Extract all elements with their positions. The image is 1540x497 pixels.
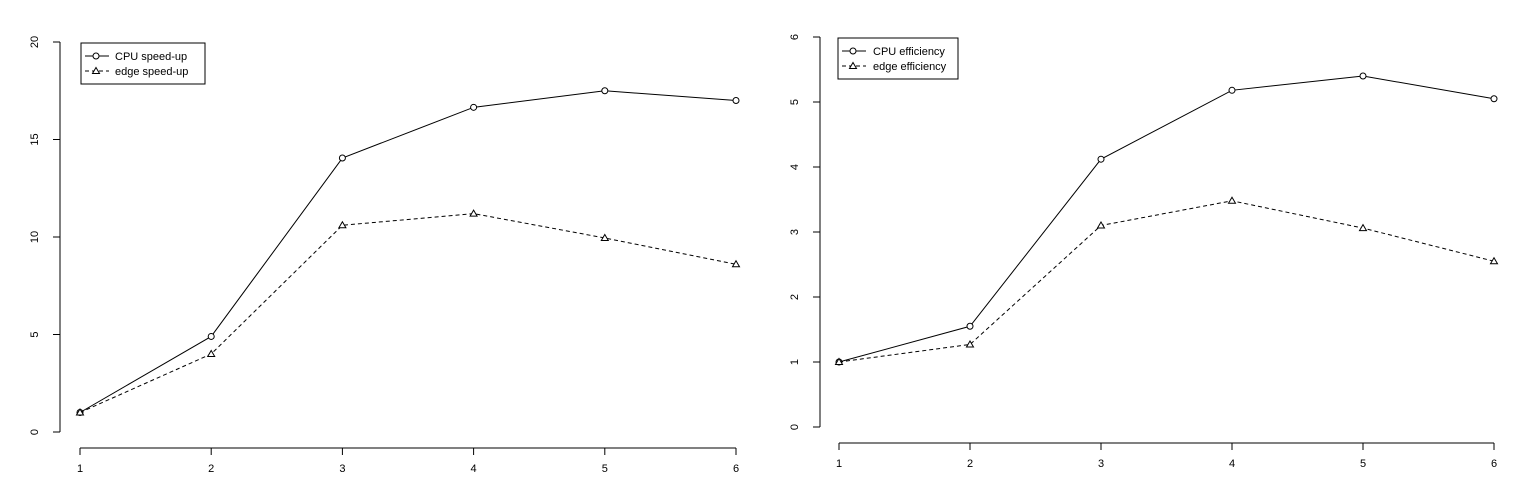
x-axis: 1 2 3 4 5 6	[836, 442, 1497, 470]
x-tick-label: 2	[967, 458, 973, 470]
series-group	[834, 72, 1499, 366]
legend-box	[837, 37, 959, 80]
x-tick-label: 4	[1229, 458, 1235, 470]
x-tick-label: 5	[1360, 458, 1366, 470]
x-tick-label: 5	[602, 463, 608, 475]
data-point-edge-speed-up	[338, 220, 347, 229]
data-point-edge-efficiency	[965, 339, 975, 348]
series-line-edge-efficiency	[838, 200, 1495, 363]
y-tick-label: 0	[29, 429, 41, 435]
efficiency-chart: 0 1 2 3 4 5 6 1 2 3 4 5 6 CPU efficiency edge effic…	[789, 34, 1499, 470]
data-point-edge-efficiency	[834, 357, 844, 365]
legend-box	[80, 42, 206, 85]
y-tick-label: 10	[29, 231, 41, 243]
data-point-edge-speed-up	[75, 408, 85, 416]
data-point-cpu-speed-up	[470, 103, 478, 111]
x-tick-label: 1	[836, 458, 842, 470]
legend-marker-cpu-efficiency	[849, 47, 857, 55]
x-ticks: 1 2 3 4 5 6	[77, 448, 739, 475]
data-point-edge-speed-up	[206, 349, 216, 357]
y-tick-label: 1	[789, 359, 801, 365]
data-point-cpu-speed-up	[207, 332, 215, 340]
y-axis: 0 1 2 3 4 5 6	[789, 34, 821, 430]
data-point-cpu-efficiency	[966, 322, 974, 330]
y-ticks: 0 5 10 15 20	[29, 36, 60, 435]
data-point-cpu-efficiency	[1359, 72, 1367, 80]
x-tick-label: 6	[733, 463, 739, 475]
y-tick-label: 20	[29, 36, 41, 48]
legend-marker-cpu-speed-up	[92, 52, 100, 60]
x-tick-label: 1	[77, 463, 83, 475]
data-point-edge-speed-up	[600, 233, 610, 241]
legend-label-cpu-speed-up: CPU speed-up	[115, 51, 187, 63]
y-ticks: 0 1 2 3 4 5 6	[789, 34, 820, 430]
data-point-edge-efficiency	[1227, 196, 1237, 204]
legend-label-cpu-efficiency: CPU efficiency	[873, 46, 945, 58]
x-tick-label: 3	[1098, 458, 1104, 470]
series-group	[75, 87, 741, 416]
x-axis: 1 2 3 4 5 6	[77, 447, 739, 475]
data-point-cpu-speed-up	[601, 87, 609, 95]
y-tick-label: 6	[789, 34, 801, 40]
legend-marker-edge-efficiency	[848, 61, 858, 69]
data-point-cpu-efficiency	[1490, 95, 1498, 103]
data-point-edge-efficiency	[1096, 221, 1106, 229]
series-line-edge-speed-up	[79, 213, 737, 413]
x-tick-label: 6	[1491, 458, 1497, 470]
data-point-cpu-speed-up	[338, 154, 346, 162]
data-point-cpu-speed-up	[732, 97, 740, 104]
legend-label-edge-efficiency: edge efficiency	[873, 61, 947, 73]
data-point-edge-speed-up	[731, 259, 741, 268]
y-tick-label: 3	[789, 229, 801, 235]
data-point-edge-efficiency	[1489, 256, 1499, 265]
y-tick-label: 5	[789, 99, 801, 105]
y-tick-label: 5	[29, 331, 41, 337]
speed-up-chart: 0 5 10 15 20 1 2 3 4 5 6 CPU speed-up edge speed-…	[29, 36, 741, 475]
data-point-cpu-efficiency	[1228, 86, 1236, 94]
legend-label-edge-speed-up: edge speed-up	[115, 66, 188, 78]
legend: CPU speed-up edge speed-up	[80, 42, 206, 85]
x-tick-label: 2	[208, 463, 214, 475]
y-axis: 0 5 10 15 20	[29, 36, 61, 435]
y-tick-label: 0	[789, 424, 801, 430]
y-tick-label: 4	[789, 164, 801, 170]
legend: CPU efficiency edge efficiency	[837, 37, 959, 80]
y-tick-label: 15	[29, 133, 41, 145]
data-point-cpu-efficiency	[1097, 155, 1105, 163]
y-tick-label: 2	[789, 294, 801, 300]
data-point-edge-efficiency	[1358, 223, 1368, 232]
legend-marker-edge-speed-up	[91, 66, 101, 74]
x-tick-label: 4	[471, 463, 477, 475]
data-point-edge-speed-up	[469, 209, 478, 217]
series-line-cpu-efficiency	[838, 75, 1495, 363]
series-line-cpu-speed-up	[79, 90, 737, 413]
x-ticks: 1 2 3 4 5 6	[836, 443, 1497, 470]
x-tick-label: 3	[339, 463, 345, 475]
